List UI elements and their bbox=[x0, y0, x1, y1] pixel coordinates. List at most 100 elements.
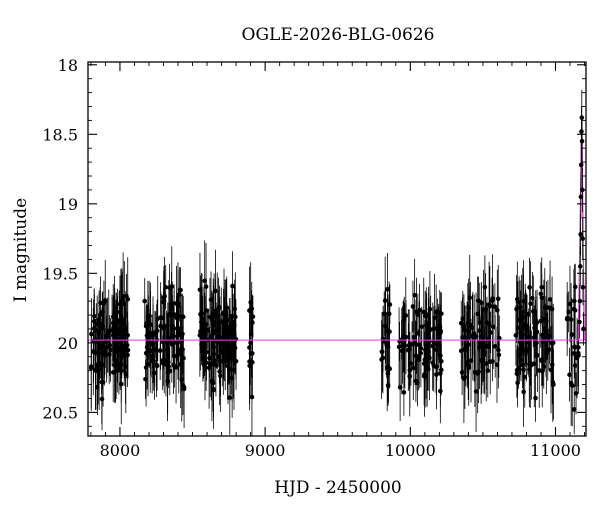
data-point bbox=[431, 363, 437, 369]
data-point bbox=[224, 318, 229, 323]
data-point bbox=[519, 314, 524, 319]
data-point bbox=[550, 379, 556, 385]
data-point bbox=[421, 309, 427, 315]
data-point bbox=[180, 314, 186, 320]
data-point bbox=[548, 367, 554, 373]
data-point bbox=[490, 324, 496, 330]
data-point bbox=[515, 296, 520, 302]
event-data-point bbox=[578, 264, 583, 269]
y-tick-label: 19 bbox=[58, 195, 78, 214]
data-point bbox=[161, 299, 166, 305]
y-axis-label: I magnitude bbox=[11, 198, 31, 302]
data-point bbox=[249, 394, 255, 400]
data-point bbox=[575, 350, 581, 356]
data-point bbox=[123, 325, 129, 331]
data-point bbox=[416, 357, 421, 363]
data-point bbox=[523, 326, 529, 331]
data-point bbox=[108, 347, 113, 353]
data-point bbox=[102, 350, 107, 355]
data-point bbox=[467, 295, 473, 301]
data-point bbox=[568, 380, 574, 386]
data-point bbox=[406, 347, 412, 352]
event-data-point bbox=[578, 162, 584, 168]
data-point bbox=[433, 309, 439, 315]
data-point bbox=[527, 285, 532, 290]
data-point bbox=[464, 335, 470, 341]
data-point bbox=[211, 319, 217, 325]
data-point bbox=[515, 380, 520, 386]
data-point bbox=[248, 300, 253, 305]
data-point bbox=[382, 298, 388, 303]
data-point bbox=[538, 291, 544, 297]
data-point bbox=[159, 315, 164, 321]
data-point bbox=[200, 357, 206, 362]
data-point bbox=[154, 363, 160, 369]
data-point bbox=[485, 368, 491, 373]
data-point bbox=[515, 325, 521, 331]
data-point bbox=[157, 348, 163, 353]
data-point bbox=[203, 308, 209, 313]
data-point bbox=[88, 365, 94, 371]
data-point bbox=[222, 321, 227, 327]
data-point bbox=[528, 363, 533, 369]
data-point bbox=[387, 366, 392, 372]
data-point bbox=[408, 361, 414, 366]
data-point bbox=[461, 376, 467, 381]
data-point bbox=[488, 330, 493, 335]
data-point bbox=[410, 365, 416, 371]
data-point bbox=[93, 327, 99, 333]
data-point bbox=[421, 361, 427, 366]
y-tick-label: 18.5 bbox=[42, 125, 78, 144]
data-point bbox=[567, 372, 572, 378]
data-point bbox=[218, 358, 223, 364]
data-point bbox=[210, 380, 216, 386]
data-point bbox=[217, 305, 222, 310]
data-point bbox=[152, 370, 157, 376]
data-point bbox=[438, 330, 443, 335]
data-point bbox=[401, 390, 407, 395]
y-tick-label: 19.5 bbox=[42, 264, 78, 283]
data-point bbox=[403, 313, 409, 318]
data-point bbox=[210, 311, 216, 316]
data-point bbox=[143, 376, 148, 382]
axis-ticks: 8000 9000 10000 11000 18 18.5 19 19.5 20 20.5 bbox=[42, 56, 586, 460]
y-tick-label: 18 bbox=[58, 56, 78, 75]
data-point bbox=[496, 352, 502, 358]
data-point bbox=[247, 359, 252, 364]
data-point bbox=[384, 342, 389, 348]
data-point bbox=[477, 340, 483, 345]
data-point bbox=[486, 344, 491, 349]
y-tick-label: 20 bbox=[58, 334, 78, 353]
data-point bbox=[472, 369, 478, 375]
data-point bbox=[534, 320, 540, 325]
plot-frame bbox=[87, 61, 587, 437]
data-point bbox=[541, 364, 547, 369]
data-point bbox=[396, 344, 402, 350]
data-point bbox=[524, 311, 530, 317]
data-point bbox=[147, 348, 153, 354]
data-point bbox=[385, 287, 390, 292]
data-point bbox=[102, 298, 108, 303]
event-data-point bbox=[579, 138, 585, 144]
data-point bbox=[520, 309, 526, 315]
data-point bbox=[423, 373, 429, 379]
data-point bbox=[541, 317, 547, 322]
data-point bbox=[387, 302, 393, 307]
data-point bbox=[573, 391, 579, 396]
event-data-point bbox=[580, 236, 585, 241]
data-point bbox=[479, 357, 485, 363]
data-point bbox=[518, 330, 523, 335]
data-point bbox=[434, 342, 440, 348]
data-point bbox=[181, 384, 187, 390]
data-point bbox=[379, 349, 385, 355]
data-point bbox=[199, 313, 204, 319]
data-point bbox=[521, 298, 526, 304]
data-point bbox=[535, 353, 540, 358]
data-point bbox=[428, 327, 433, 332]
data-point bbox=[402, 343, 408, 349]
data-point bbox=[572, 298, 577, 304]
data-point bbox=[412, 292, 417, 298]
data-point bbox=[198, 329, 203, 334]
data-point bbox=[232, 306, 237, 312]
data-point bbox=[178, 287, 183, 293]
